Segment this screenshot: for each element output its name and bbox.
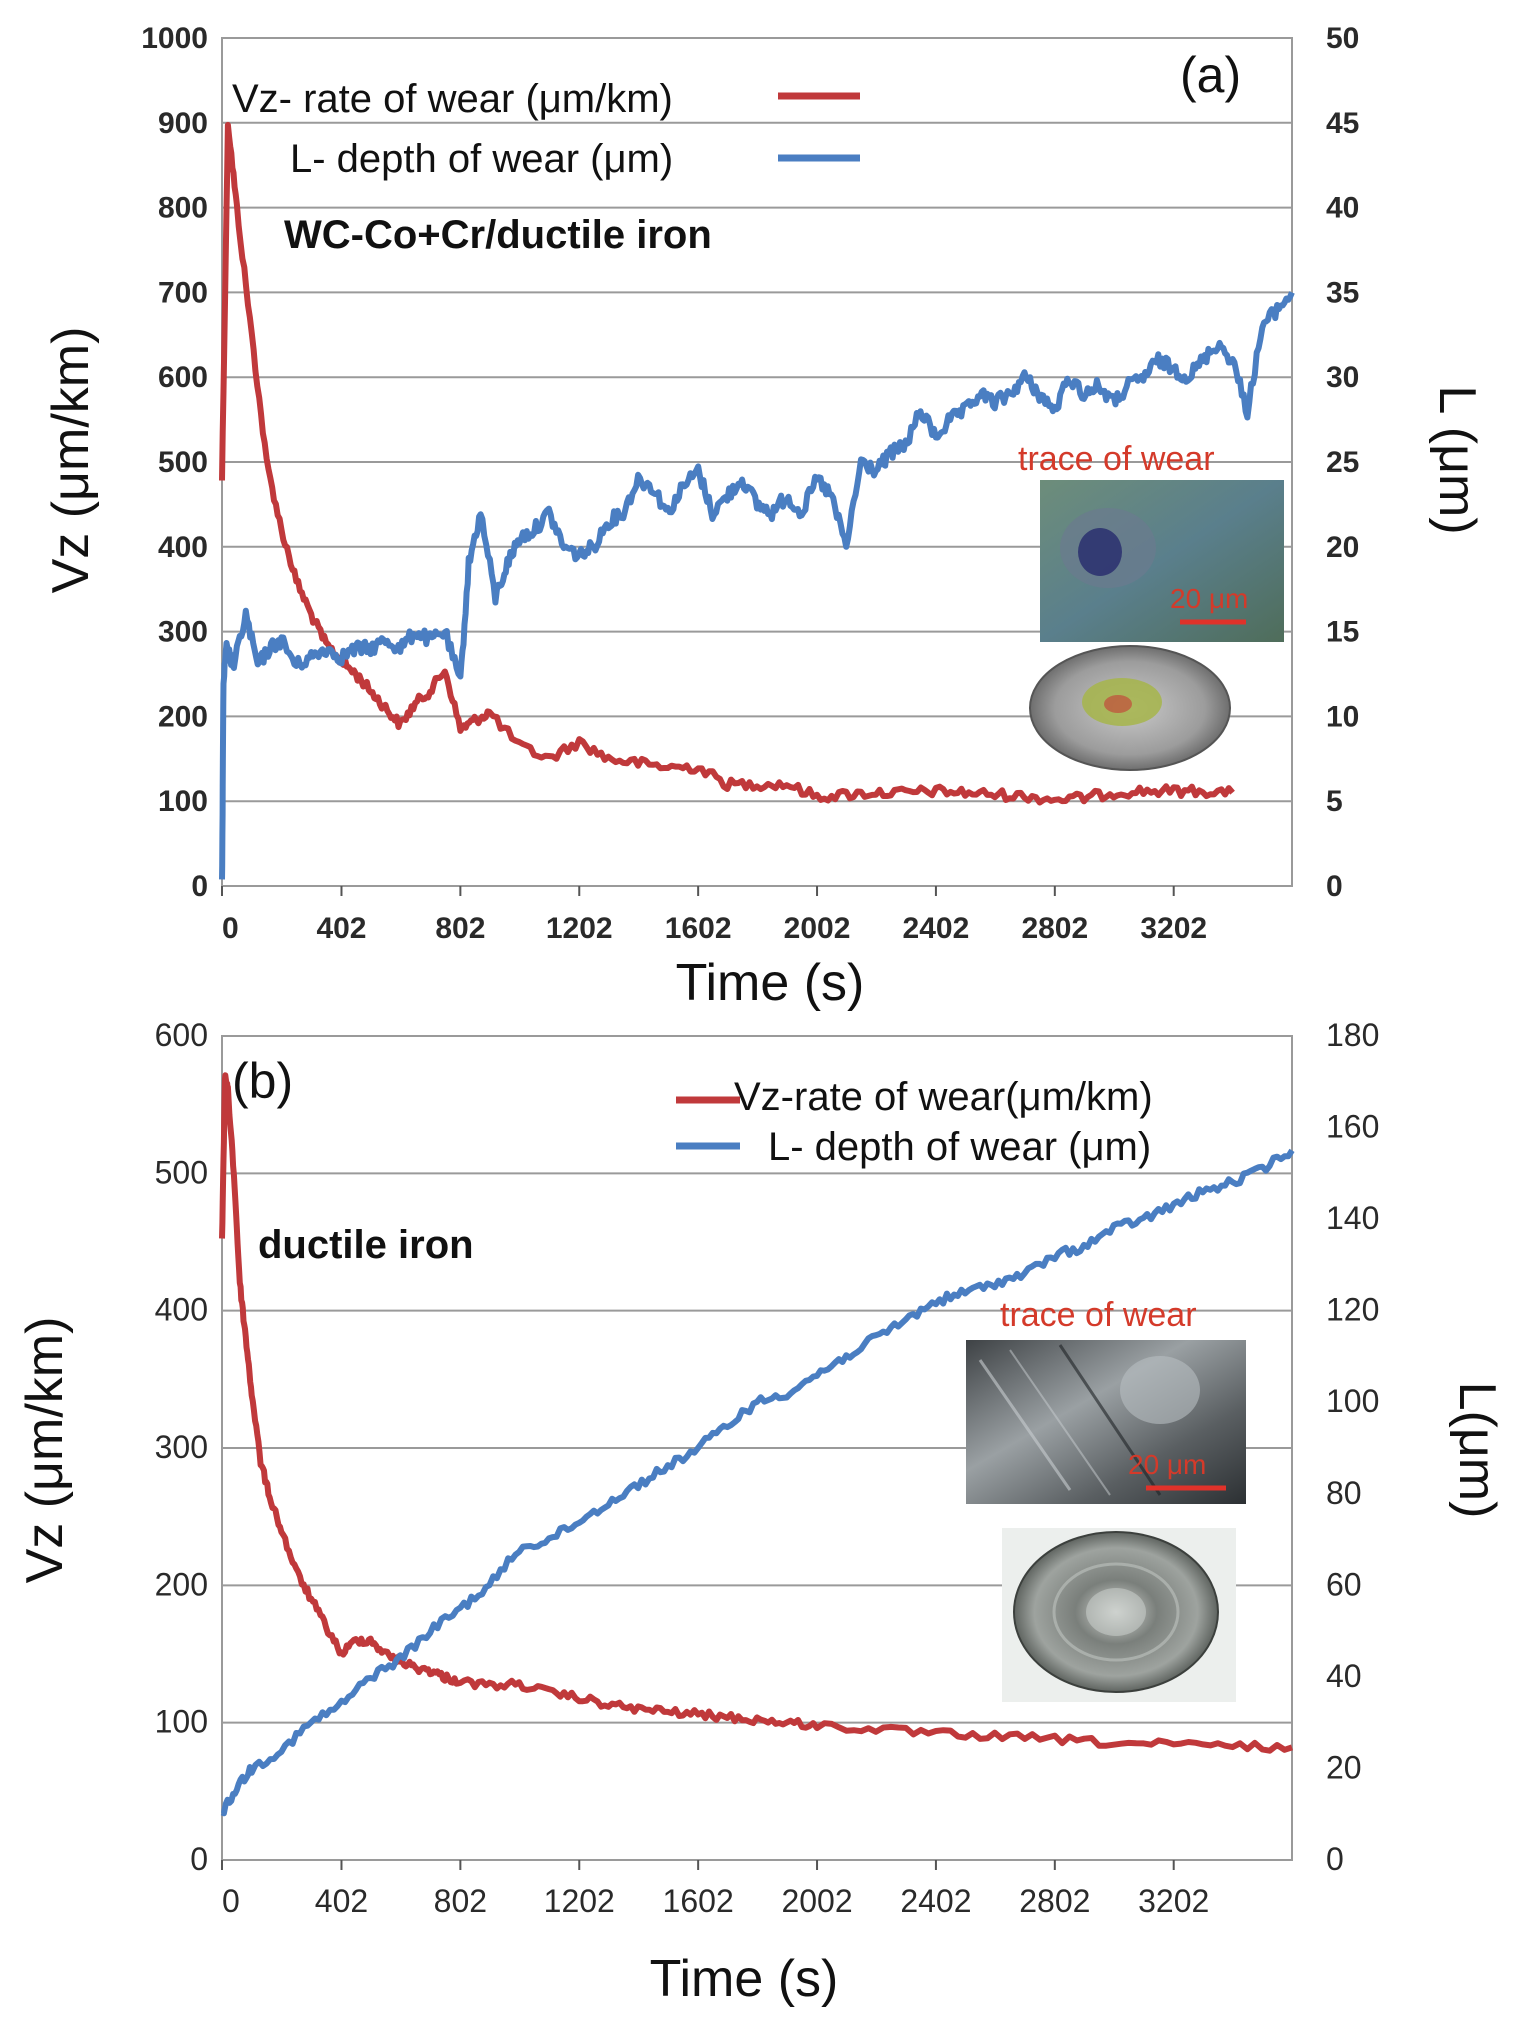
- x-axis-label-b: Time (s): [650, 1950, 839, 2008]
- y-tick-label: 1000: [141, 22, 208, 55]
- x-tick-label: 2802: [1019, 1883, 1090, 1919]
- x-tick-label: 802: [435, 912, 485, 945]
- rate-of-wear-line: [219, 121, 1235, 806]
- x-ticks-a: 0 402 802 1202 1602 2002 2402 2802 3202: [221, 886, 1207, 945]
- x-tick-label: 802: [434, 1883, 487, 1919]
- x-tick-label: 2402: [900, 1883, 971, 1919]
- legend-l-label-b: L- depth of wear (μm): [768, 1125, 1151, 1169]
- y2-axis-label-b: L(μm): [1448, 1382, 1506, 1519]
- depth-of-wear-line: [219, 291, 1295, 880]
- y-tick-label: 400: [158, 531, 208, 564]
- y2-tick-label: 25: [1326, 446, 1359, 479]
- y-ticks-a: 0 100 200 300 400 500 600 700 800 900 1000: [141, 22, 208, 903]
- y-tick-label: 200: [158, 700, 208, 733]
- y2-tick-label: 180: [1326, 1017, 1379, 1053]
- x-tick-label: 0: [222, 912, 239, 945]
- y-tick-label: 300: [155, 1429, 208, 1465]
- y-tick-label: 500: [155, 1154, 208, 1190]
- y2-tick-label: 60: [1326, 1566, 1362, 1602]
- x-ticks-b: 0 402 802 1202 1602 2002 2402 2802 3202: [221, 1860, 1209, 1919]
- y2-tick-label: 0: [1326, 870, 1343, 903]
- y2-ticks-b: 0 20 40 60 80 100 120 140 160 180: [1326, 1017, 1379, 1877]
- y-tick-label: 100: [158, 785, 208, 818]
- series-a: [219, 121, 1295, 880]
- inset-title-a: trace of wear: [1018, 440, 1215, 478]
- y-tick-label: 400: [155, 1292, 208, 1328]
- y-tick-label: 300: [158, 616, 208, 649]
- x-tick-label: 3202: [1140, 912, 1207, 945]
- x-tick-label: 1602: [665, 912, 732, 945]
- y2-tick-label: 45: [1326, 107, 1359, 140]
- y-axis-label-b: Vz (μm/km): [16, 1317, 74, 1584]
- y-tick-label: 100: [155, 1704, 208, 1740]
- x-tick-label: 0: [222, 1883, 240, 1919]
- y2-tick-label: 120: [1326, 1292, 1379, 1328]
- y2-tick-label: 80: [1326, 1475, 1362, 1511]
- y-tick-label: 500: [158, 446, 208, 479]
- x-axis-label-a: Time (s): [676, 954, 865, 1012]
- x-tick-label: 402: [316, 912, 366, 945]
- y2-tick-label: 10: [1326, 700, 1359, 733]
- y2-tick-label: 30: [1326, 361, 1359, 394]
- y-tick-label: 700: [158, 276, 208, 309]
- x-tick-label: 2002: [784, 912, 851, 945]
- y2-tick-label: 35: [1326, 276, 1359, 309]
- x-tick-label: 2002: [781, 1883, 852, 1919]
- y-tick-label: 800: [158, 192, 208, 225]
- y-tick-label: 900: [158, 107, 208, 140]
- x-tick-label: 3202: [1138, 1883, 1209, 1919]
- x-tick-label: 1602: [663, 1883, 734, 1919]
- y-tick-label: 600: [155, 1017, 208, 1053]
- depth-of-wear-line: [220, 1148, 1295, 1817]
- y2-tick-label: 15: [1326, 616, 1359, 649]
- material-label-a: WC-Co+Cr/ductile iron: [284, 213, 712, 257]
- y-tick-label: 200: [155, 1566, 208, 1602]
- y2-tick-label: 20: [1326, 1749, 1362, 1785]
- x-tick-label: 2402: [903, 912, 970, 945]
- x-tick-label: 2802: [1021, 912, 1088, 945]
- y2-tick-label: 160: [1326, 1109, 1379, 1145]
- y-ticks-b: 0 100 200 300 400 500 600: [155, 1017, 208, 1877]
- material-label-b: ductile iron: [258, 1223, 474, 1267]
- y-tick-label: 0: [190, 1841, 208, 1877]
- y2-tick-label: 40: [1326, 192, 1359, 225]
- y2-tick-label: 40: [1326, 1658, 1362, 1694]
- series-b: [219, 1072, 1295, 1817]
- inset-title-b: trace of wear: [1000, 1296, 1197, 1334]
- panel-label-a: (a): [1180, 47, 1241, 103]
- y2-tick-label: 100: [1326, 1383, 1379, 1419]
- gridlines-a: [222, 121, 1292, 803]
- y2-ticks-a: 0 5 10 15 20 25 30 35 40 45 50: [1326, 22, 1359, 903]
- y2-tick-label: 50: [1326, 22, 1359, 55]
- legend-l-label-a: L- depth of wear (μm): [290, 137, 673, 181]
- sample-disc-photo-a: [1029, 645, 1231, 771]
- legend-vz-label-a: Vz- rate of wear (μm/km): [232, 77, 673, 121]
- y2-tick-label: 140: [1326, 1200, 1379, 1236]
- y-tick-label: 0: [191, 870, 208, 903]
- y-axis-label-a: Vz (μm/km): [42, 327, 100, 594]
- rate-of-wear-line: [219, 1072, 1293, 1754]
- x-tick-label: 1202: [546, 912, 613, 945]
- sample-disc-photo-b: [1002, 1528, 1236, 1702]
- legend-vz-label-b: Vz-rate of wear(μm/km): [734, 1075, 1153, 1119]
- y2-tick-label: 5: [1326, 785, 1343, 818]
- x-tick-label: 402: [315, 1883, 368, 1919]
- y2-tick-label: 20: [1326, 531, 1359, 564]
- wear-trace-micrograph-b: 20 μm: [966, 1340, 1246, 1504]
- wear-trace-micrograph-a: 20 μm: [1040, 480, 1284, 642]
- scale-bar-label-a: 20 μm: [1170, 583, 1248, 614]
- panel-b: 0 100 200 300 400 500 600 0 20 40 60 80 100 120 140 16…: [16, 1017, 1506, 2008]
- x-tick-label: 1202: [544, 1883, 615, 1919]
- scale-bar-label-b: 20 μm: [1128, 1449, 1206, 1480]
- y2-axis-label-a: L (μm): [1428, 385, 1486, 534]
- y2-tick-label: 0: [1326, 1841, 1344, 1877]
- panel-label-b: (b): [232, 1053, 293, 1109]
- y-tick-label: 600: [158, 361, 208, 394]
